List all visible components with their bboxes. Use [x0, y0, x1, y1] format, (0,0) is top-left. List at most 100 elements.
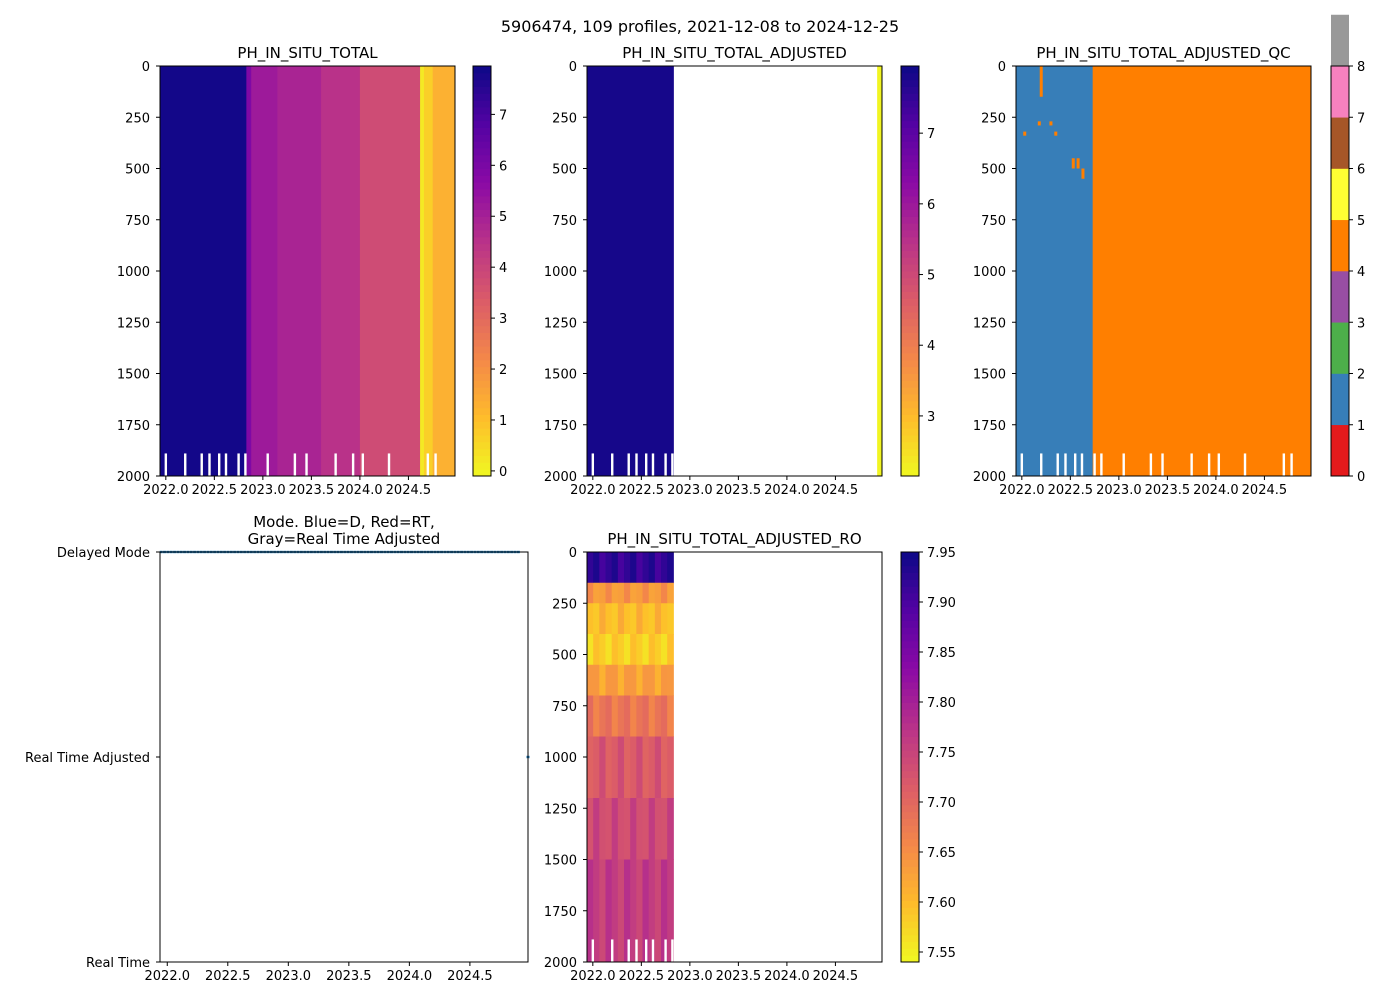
- colorbar-band: [901, 647, 919, 655]
- qc-flag4-patch: [1023, 131, 1027, 136]
- colorbar-band: [473, 264, 491, 272]
- heatmap-cell: [636, 634, 644, 666]
- heatmap-segment: [246, 66, 252, 476]
- heatmap-cell: [642, 603, 650, 635]
- colorbar-band: [901, 668, 919, 676]
- missing-profile-gap: [1217, 453, 1221, 476]
- colorbar-band: [473, 223, 491, 231]
- colorbar-band: [901, 716, 919, 724]
- y-tick-label: 1750: [544, 419, 577, 434]
- x-tick-label: 2023.0: [667, 483, 713, 498]
- colorbar-band: [473, 148, 491, 156]
- y-tick-label: 250: [552, 597, 577, 612]
- heatmap-cell: [642, 798, 650, 860]
- axes-frame: [159, 551, 529, 963]
- y-tick-label: 500: [981, 163, 1006, 178]
- x-tick-label: 2023.0: [667, 969, 713, 984]
- colorbar-band: [473, 387, 491, 395]
- x-tick-label: 2022.5: [192, 483, 238, 498]
- heatmap-cell: [648, 798, 656, 860]
- colorbar-band: [901, 127, 919, 135]
- colorbar-tick-label: 7.80: [927, 696, 956, 711]
- colorbar-band: [901, 380, 919, 388]
- heatmap-cell: [667, 695, 674, 737]
- heatmap-cell: [636, 798, 644, 860]
- y-tick-label: 750: [552, 214, 577, 229]
- colorbar-band: [901, 72, 919, 81]
- missing-profile-gap: [627, 453, 630, 476]
- heatmap-cell: [593, 603, 600, 635]
- colorbar-band: [473, 380, 491, 388]
- colorbar-band: [901, 606, 919, 614]
- heatmap-cell: [667, 859, 674, 963]
- x-tick-label: 2022.0: [145, 969, 191, 984]
- heatmap-cell: [661, 664, 668, 696]
- y-tick-label: 1000: [973, 265, 1006, 280]
- colorbar-band: [901, 441, 919, 450]
- colorbar-band: [473, 305, 491, 313]
- heatmap-cell: [636, 603, 644, 635]
- y-tick-label: 1750: [117, 419, 150, 434]
- colorbar-band: [901, 709, 919, 717]
- colorbar-band: [901, 627, 919, 635]
- heatmap-cell: [605, 736, 613, 799]
- heatmap-cell: [642, 552, 650, 584]
- colorbar-tick-label: 7.95: [927, 546, 956, 561]
- colorbar-tick-label: 7.70: [927, 796, 956, 811]
- colorbar-band: [901, 407, 919, 415]
- colorbar-band: [473, 455, 491, 463]
- y-tick-label: 0: [142, 60, 150, 75]
- heatmap-cells: [587, 66, 883, 476]
- heatmap-cell: [624, 634, 631, 666]
- missing-profile-gap: [591, 939, 595, 962]
- colorbar-band: [473, 400, 491, 409]
- missing-profile-gap: [591, 453, 595, 476]
- heatmap-segment: [420, 66, 425, 476]
- heatmap-cell: [593, 859, 600, 963]
- heatmap-segment: [251, 66, 278, 476]
- colorbar-band: [901, 599, 919, 608]
- colorbar-band: [901, 852, 919, 860]
- colorbar-band: [901, 722, 919, 731]
- colorbar-band: [901, 750, 919, 758]
- colorbar-flag-6: [1331, 117, 1349, 169]
- heatmap-cell: [624, 664, 631, 696]
- qc-region-flag-4: [1092, 66, 1312, 476]
- x-tick-label: 2024.5: [813, 969, 859, 984]
- missing-profile-gap: [1122, 453, 1125, 476]
- x-tick-label: 2023.0: [1096, 483, 1142, 498]
- colorbar-band: [901, 195, 919, 204]
- colorbar-band: [473, 257, 491, 265]
- heatmap-cell: [648, 582, 656, 604]
- colorbar-band: [901, 387, 919, 395]
- heatmap-cell: [605, 664, 613, 696]
- colorbar-tick-label: 3: [499, 312, 507, 327]
- colorbar-band: [901, 373, 919, 381]
- colorbar-band: [473, 435, 491, 443]
- colorbar-band: [901, 586, 919, 594]
- heatmap-cell: [648, 552, 656, 584]
- heatmap-cell: [611, 603, 619, 635]
- heatmap-cell: [611, 859, 619, 963]
- colorbar-band: [901, 688, 919, 696]
- missing-profile-gap: [664, 939, 667, 962]
- heatmap-cell: [648, 634, 656, 666]
- colorbar-band: [473, 394, 491, 402]
- missing-profile-gap: [814, 453, 818, 476]
- heatmap-cell: [611, 798, 619, 860]
- colorbar-band: [473, 79, 491, 87]
- heatmap-cell: [661, 798, 668, 860]
- heatmap-segment: [277, 66, 322, 476]
- heatmap-cell: [611, 664, 619, 696]
- heatmap-cell: [642, 664, 650, 696]
- x-tick-label: 2022.5: [619, 483, 665, 498]
- y-tick-label: 500: [552, 649, 577, 664]
- colorbar-band: [473, 353, 491, 361]
- colorbar-tick-label: 6: [499, 159, 507, 174]
- x-tick-label: 2023.0: [266, 969, 312, 984]
- missing-profile-gap: [237, 453, 240, 476]
- colorbar-band: [901, 346, 919, 354]
- heatmap-cell: [667, 798, 674, 860]
- heatmap-cell: [624, 859, 631, 963]
